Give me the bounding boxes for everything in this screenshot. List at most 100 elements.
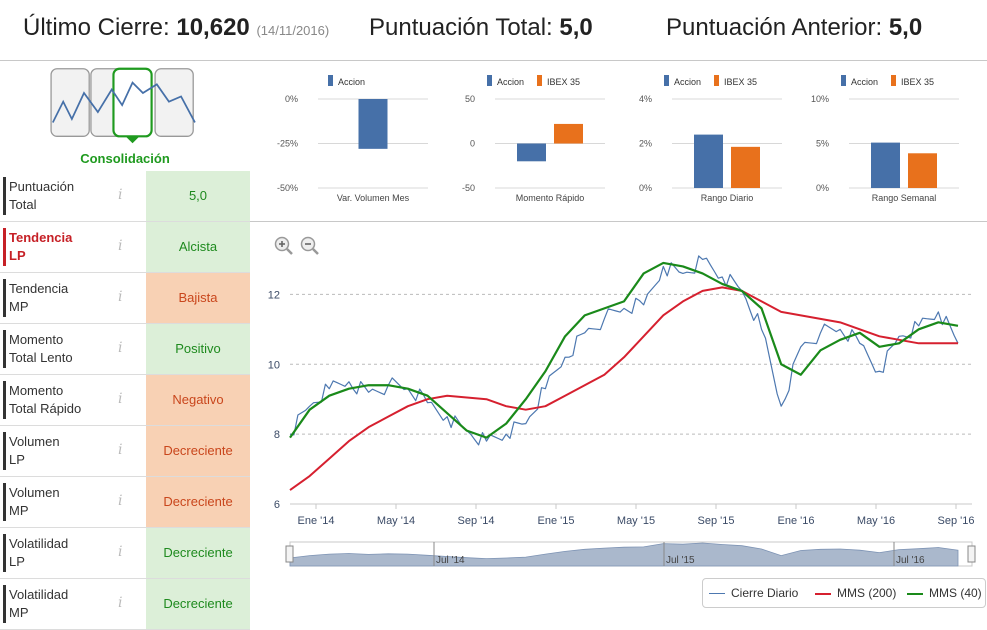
row-marker <box>3 330 6 368</box>
row-marker <box>3 483 6 521</box>
indicator-label: Volumen LP <box>9 434 60 467</box>
navigator-handle-right <box>967 545 976 563</box>
bar <box>694 134 723 188</box>
indicator-row: Momento Total Rápido i Negativo <box>0 375 250 426</box>
x-tick-label: Sep '15 <box>698 515 735 527</box>
info-icon[interactable]: i <box>118 340 123 356</box>
total-score-value: 5,0 <box>559 14 593 41</box>
indicator-row: Tendencia MP i Bajista <box>0 273 250 324</box>
info-icon[interactable]: i <box>118 187 123 203</box>
navigator-label: Jul '16 <box>896 555 925 566</box>
left-panel: Consolidación Puntuación Total i 5,0 Tendenc… <box>0 61 250 630</box>
legend-label: IBEX 35 <box>901 77 934 87</box>
x-tick-label: Sep '16 <box>938 515 975 527</box>
info-icon[interactable]: i <box>118 391 123 407</box>
header: Último Cierre: 10,620 (14/11/2016) Puntu… <box>0 0 987 61</box>
x-tick-label: May '15 <box>617 515 655 527</box>
row-marker <box>3 279 6 317</box>
main-chart: 6 8 10 12 Ene '14 May '14 Sep '14 Ene '15 May '1… <box>250 222 987 619</box>
y-tick-label: 4% <box>639 94 652 104</box>
last-close-label: Último Cierre: <box>23 14 170 41</box>
bar <box>908 153 937 188</box>
navigator-label: Jul '14 <box>436 555 465 566</box>
mini-charts: 0% -25% -50% Accion Var. Volumen Mes 50 0 -50 Ac… <box>250 61 987 222</box>
indicator-row: Tendencia LP i Alcista <box>0 222 250 273</box>
previous-score-value: 5,0 <box>888 14 923 41</box>
legend-swatch <box>664 75 669 86</box>
legend-label: Accion <box>674 77 701 87</box>
legend-swatch <box>891 75 896 86</box>
y-tick-label: 0% <box>816 183 829 193</box>
bar <box>517 143 546 162</box>
bar <box>871 142 900 188</box>
indicator-value: Decreciente <box>146 528 250 578</box>
y-tick-label: 12 <box>268 289 280 301</box>
total-score-label: Puntuación Total: <box>369 14 553 41</box>
indicator-value: Negativo <box>146 375 250 425</box>
x-tick-label: Ene '16 <box>778 515 815 527</box>
indicator-label: Tendencia LP <box>9 230 73 263</box>
indicator-row: Volumen LP i Decreciente <box>0 426 250 477</box>
indicator-row: Volumen MP i Decreciente <box>0 477 250 528</box>
row-marker <box>3 432 6 470</box>
legend-item-price[interactable]: Cierre Diario <box>709 586 798 600</box>
indicator-value: Bajista <box>146 273 250 323</box>
zoom-in-icon[interactable] <box>274 236 294 256</box>
info-icon[interactable]: i <box>118 238 123 254</box>
chart-title: Var. Volumen Mes <box>337 193 410 203</box>
legend-swatch <box>841 75 846 86</box>
info-icon[interactable]: i <box>118 595 123 611</box>
info-icon[interactable]: i <box>118 289 123 305</box>
info-icon[interactable]: i <box>118 493 123 509</box>
legend-swatch <box>714 75 719 86</box>
row-marker <box>3 177 6 215</box>
price-chart: 6 8 10 12 Ene '14 May '14 Sep '14 Ene '15 May '1… <box>268 255 976 567</box>
chart-title: Rango Semanal <box>872 193 937 203</box>
indicator-list: Puntuación Total i 5,0 Tendencia LP i Alcista Te… <box>0 171 250 630</box>
legend-label: IBEX 35 <box>547 77 580 87</box>
indicator-value: Decreciente <box>146 579 250 629</box>
legend-item-mms40[interactable]: MMS (40) <box>907 586 982 600</box>
legend-label: Accion <box>338 77 365 87</box>
info-icon[interactable]: i <box>118 544 123 560</box>
indicator-row: Volatilidad LP i Decreciente <box>0 528 250 579</box>
navigator-handle-left <box>285 545 294 563</box>
y-tick-label: 0% <box>285 94 298 104</box>
bar <box>358 99 388 149</box>
row-marker <box>3 585 6 623</box>
legend-item-mms200[interactable]: MMS (200) <box>815 586 896 600</box>
indicator-value: Alcista <box>146 222 250 272</box>
y-tick-label: 6 <box>274 499 280 511</box>
indicator-label: Volatilidad MP <box>9 587 69 620</box>
x-tick-label: Ene '15 <box>538 515 575 527</box>
legend-label: Accion <box>851 77 878 87</box>
last-close-value: 10,620 <box>176 14 250 41</box>
mini-bar-chart: 0% -25% -50% Accion Var. Volumen Mes <box>277 75 428 203</box>
series-line-mms200 <box>289 286 958 491</box>
chart-title: Momento Rápido <box>516 193 585 203</box>
y-tick-label: 8 <box>274 429 280 441</box>
bar <box>731 146 760 188</box>
bar <box>554 123 583 144</box>
previous-score-label: Puntuación Anterior: <box>666 14 883 41</box>
y-tick-label: -25% <box>277 139 298 149</box>
row-marker <box>3 228 6 266</box>
legend-swatch <box>328 75 333 86</box>
legend-label: Accion <box>497 77 524 87</box>
indicator-label: Volatilidad LP <box>9 536 69 569</box>
indicator-label: Puntuación Total <box>9 179 75 212</box>
legend-swatch <box>487 75 492 86</box>
mini-bar-chart: 10% 5% 0% Accion IBEX 35 Rango Semanal <box>811 75 959 203</box>
y-tick-label: 2% <box>639 139 652 149</box>
info-icon[interactable]: i <box>118 442 123 458</box>
y-tick-label: 10% <box>811 94 829 104</box>
zoom-out-icon[interactable] <box>300 236 320 256</box>
navigator-label: Jul '15 <box>666 555 695 566</box>
total-score-stat: Puntuación Total: 5,0 <box>369 14 593 42</box>
x-tick-label: May '14 <box>377 515 415 527</box>
y-tick-label: 5% <box>816 139 829 149</box>
y-tick-label: -50% <box>277 183 298 193</box>
series-line-mms40 <box>289 261 959 439</box>
indicator-value: 5,0 <box>146 171 250 221</box>
row-marker <box>3 534 6 572</box>
